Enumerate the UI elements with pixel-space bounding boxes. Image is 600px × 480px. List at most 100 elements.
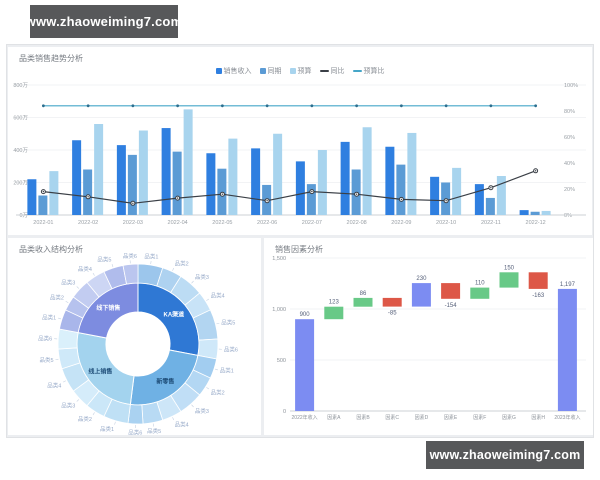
waterfall-bar-因素B[interactable] [353, 297, 373, 307]
waterfall-chart-panel: 销售因素分析 1,500 1,000 500 0 900 2022年收入 123 因素A 86 因… [264, 238, 593, 435]
sunburst-label-leader-line [172, 267, 175, 271]
waterfall-value-label: -154 [445, 303, 458, 309]
trend-bar-销售收入-2022-12[interactable] [519, 210, 529, 215]
waterfall-bar-因素G[interactable] [499, 272, 519, 288]
trend-right-axis-tick: 20% [564, 187, 575, 193]
trend-x-axis-label: 2022-11 [481, 220, 501, 226]
legend-swatch-icon [215, 68, 222, 74]
legend-label: 销售收入 [223, 68, 252, 75]
waterfall-bar-2023年收入[interactable] [557, 288, 577, 411]
trend-bar-销售收入-2022-04[interactable] [161, 128, 171, 215]
trend-bar-预算-2022-02[interactable] [94, 124, 104, 215]
sunburst-leaf-label: 品类2 [50, 294, 64, 302]
trend-left-axis-tick: 800万 [13, 82, 28, 89]
sunburst-label-leader-line [111, 264, 114, 268]
waterfall-bar-因素D[interactable] [411, 283, 431, 307]
trend-line-marker-dot [266, 200, 268, 202]
trend-bar-同期-2022-04[interactable] [172, 151, 182, 215]
trend-bar-销售收入-2022-05[interactable] [206, 153, 216, 215]
trend-x-axis-label: 2022-10 [436, 220, 456, 226]
trend-bar-同期-2022-12[interactable] [530, 211, 540, 215]
legend-item-同期[interactable]: 同期 [259, 66, 282, 76]
trend-bar-预算-2022-05[interactable] [228, 138, 238, 215]
waterfall-bar-因素F[interactable] [470, 287, 490, 299]
trend-bar-销售收入-2022-09[interactable] [385, 146, 395, 215]
sunburst-chart-title: 品类收入结构分析 [19, 245, 83, 254]
legend-item-同比[interactable]: 同比 [319, 66, 345, 76]
waterfall-bar-2022年收入[interactable] [295, 319, 315, 411]
legend-item-预算比[interactable]: 预算比 [352, 66, 385, 76]
waterfall-chart-title: 销售因素分析 [275, 245, 323, 254]
sunburst-segment-线下销售-品类6[interactable] [122, 263, 139, 285]
trend-line-marker [176, 104, 180, 108]
trend-x-axis-label: 2022-09 [391, 220, 411, 226]
trend-bar-同期-2022-03[interactable] [127, 154, 137, 215]
trend-bar-销售收入-2022-03[interactable] [116, 145, 126, 215]
sunburst-group-label: 线下销售 [96, 304, 120, 312]
trend-bar-预算-2022-03[interactable] [138, 130, 148, 216]
waterfall-x-axis-label: 因素G [502, 414, 516, 421]
trend-bar-预算-2022-08[interactable] [362, 127, 372, 215]
waterfall-bar-因素E[interactable] [441, 283, 461, 299]
trend-x-axis-label: 2022-05 [212, 220, 232, 226]
trend-bar-同期-2022-11[interactable] [485, 197, 495, 215]
sunburst-chart-panel: 品类收入结构分析 KA渠道 品类1 品类2 品类3 品类4 品类5 品类6 新零售 品类1 品类2… [8, 238, 261, 435]
waterfall-x-axis-label: 2023年收入 [554, 414, 580, 421]
waterfall-x-axis-label: 2022年收入 [292, 414, 318, 421]
waterfall-bar-因素A[interactable] [324, 306, 344, 320]
trend-right-axis-tick: 0% [564, 213, 572, 219]
trend-bar-销售收入-2022-02[interactable] [72, 140, 82, 215]
waterfall-y-axis-tick: 500 [277, 358, 286, 364]
trend-bar-同期-2022-02[interactable] [83, 169, 93, 216]
legend-item-销售收入[interactable]: 销售收入 [215, 66, 252, 76]
legend-item-预算[interactable]: 预算 [289, 66, 312, 76]
waterfall-x-axis-label: 因素F [473, 414, 486, 421]
waterfall-x-axis-label: 因素D [415, 414, 429, 421]
trend-bar-同期-2022-09[interactable] [396, 164, 406, 215]
trend-bar-销售收入-2022-07[interactable] [295, 161, 305, 215]
legend-line-icon [352, 70, 362, 72]
sunburst-leaf-label: 品类4 [175, 420, 189, 428]
trend-line-marker-dot [42, 190, 45, 193]
trend-bar-预算-2022-04[interactable] [183, 109, 193, 215]
trend-chart-legend: 销售收入 同期 预算 同比 预算比 [8, 66, 592, 76]
trend-line-同比[interactable] [43, 170, 536, 204]
sunburst-leaf-label: 品类6 [38, 335, 52, 343]
waterfall-bar-因素H[interactable] [528, 272, 548, 289]
trend-left-axis-tick: 200万 [13, 180, 28, 187]
waterfall-y-axis-tick: 1,500 [272, 256, 286, 262]
waterfall-chart[interactable]: 1,500 1,000 500 0 900 2022年收入 123 因素A 86 因素B -85 因素… [264, 238, 593, 435]
trend-chart[interactable]: 800万600万400万200万0万100%80%60%40%20%0%2022… [8, 47, 592, 235]
sunburst-leaf-label: 品类3 [195, 407, 209, 415]
trend-right-axis-tick: 80% [564, 109, 575, 115]
trend-bar-同期-2022-01[interactable] [38, 195, 48, 216]
trend-bar-销售收入-2022-11[interactable] [474, 184, 484, 215]
sunburst-label-leader-line [152, 423, 155, 427]
sunburst-leaf-label: 品类2 [175, 260, 189, 268]
trend-bar-预算-2022-07[interactable] [317, 150, 327, 215]
sunburst-label-leader-line [58, 317, 62, 320]
trend-bar-预算-2022-10[interactable] [452, 167, 462, 215]
top-site-banner: www.zhaoweiming7.com [26, 5, 182, 38]
sunburst-label-leader-line [92, 272, 95, 276]
trend-line-marker-dot [400, 198, 403, 201]
sunburst-chart[interactable]: KA渠道品类1品类2品类3品类4品类5品类6新零售品类1品类2品类3品类4品类5… [8, 238, 261, 435]
legend-swatch-icon [289, 68, 296, 74]
trend-bar-销售收入-2022-06[interactable] [251, 148, 261, 215]
trend-bar-预算-2022-12[interactable] [541, 210, 551, 215]
sunburst-leaf-label: 品类4 [211, 291, 225, 299]
trend-bar-预算-2022-06[interactable] [273, 133, 283, 215]
trend-bar-销售收入-2022-01[interactable] [27, 179, 37, 215]
trend-bar-销售收入-2022-10[interactable] [430, 176, 440, 215]
trend-bar-预算-2022-11[interactable] [496, 176, 506, 215]
sunburst-label-leader-line [114, 421, 116, 425]
dashboard-container: 品类销售趋势分析 销售收入 同期 预算 同比 预算比 800万 600万 400万 200万 0… [6, 44, 594, 438]
waterfall-bar-因素C[interactable] [382, 297, 402, 307]
sunburst-leaf-label: 品类1 [144, 253, 158, 261]
trend-bar-同期-2022-07[interactable] [306, 184, 316, 215]
trend-bar-销售收入-2022-08[interactable] [340, 141, 350, 215]
waterfall-value-label: -163 [532, 293, 545, 299]
trend-bar-预算-2022-09[interactable] [407, 132, 417, 215]
sunburst-leaf-label: 品类5 [221, 319, 235, 327]
